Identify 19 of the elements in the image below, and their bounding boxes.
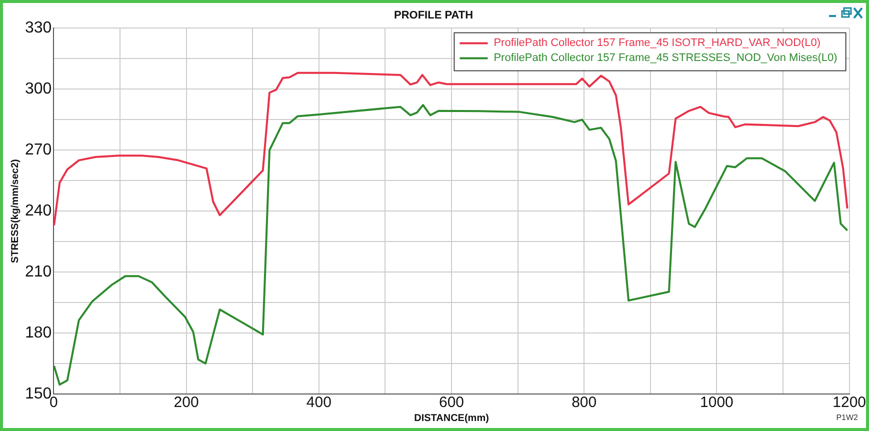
y-axis-title: STRESS(kg/mm/sec2): [10, 159, 21, 264]
x-tick-label: 200: [174, 394, 199, 412]
legend-label: ProfilePath Collector 157 Frame_45 STRESSES_NOD_Von Mises(L0): [494, 52, 838, 64]
x-tick-label: 400: [306, 394, 332, 412]
x-tick-label: 0: [50, 394, 58, 412]
x-tick-label: 1200: [832, 394, 866, 412]
text: P1W2: [836, 413, 859, 422]
x-tick-label: 600: [438, 394, 464, 412]
x-tick-label: 800: [572, 394, 597, 412]
x-axis-title: DISTANCE(mm): [414, 412, 489, 424]
y-tick-label: 240: [24, 202, 52, 220]
y-tick-label: 210: [24, 263, 52, 280]
y-tick-label: 300: [24, 80, 52, 98]
y-tick-label: 330: [24, 20, 52, 37]
legend-label: ProfilePath Collector 157 Frame_45 ISOTR_HARD_VAR_NOD(L0): [494, 37, 821, 50]
x-tick-label: 1000: [700, 394, 734, 412]
y-tick-label: 270: [24, 142, 52, 159]
chart-title: PROFILE PATH: [394, 10, 474, 22]
y-tick-label: 180: [24, 324, 52, 342]
